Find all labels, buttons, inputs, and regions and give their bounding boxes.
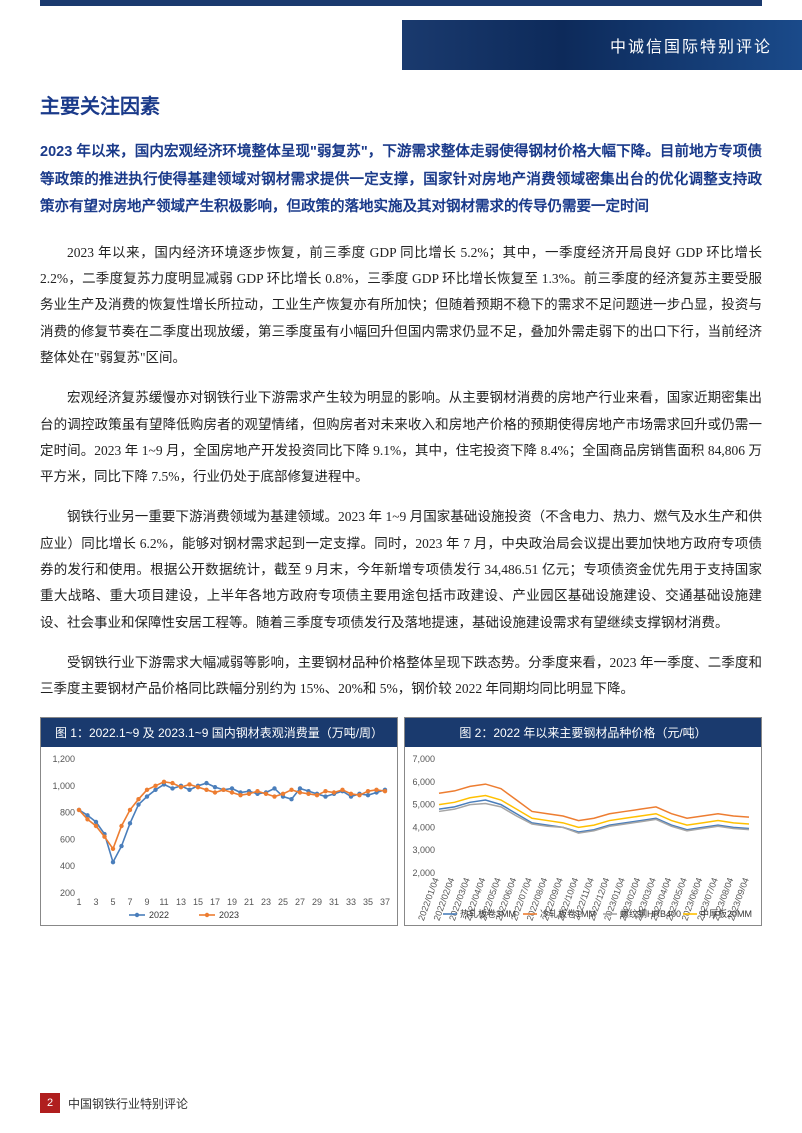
svg-text:600: 600 [60,834,75,844]
header-banner: 中诚信国际特别评论 [402,20,802,70]
svg-text:4,000: 4,000 [412,822,435,832]
svg-text:1,200: 1,200 [52,754,75,764]
page-number: 2 [40,1093,60,1113]
svg-text:27: 27 [295,897,305,907]
chart-2-title: 图 2：2022 年以来主要钢材品种价格（元/吨） [405,718,761,747]
svg-text:37: 37 [380,897,390,907]
svg-text:21: 21 [244,897,254,907]
svg-text:3,000: 3,000 [412,845,435,855]
page-footer: 2 中国钢铁行业特别评论 [40,1093,762,1113]
section-heading: 主要关注因素 [40,90,762,119]
charts-row: 图 1：2022.1~9 及 2023.1~9 国内钢材表观消费量（万吨/周） … [40,717,762,926]
svg-text:400: 400 [60,861,75,871]
paragraph-3: 钢铁行业另一重要下游消费领域为基建领域。2023 年 1~9 月国家基础设施投资… [40,504,762,636]
svg-text:19: 19 [227,897,237,907]
top-accent-bar [40,0,762,6]
svg-text:7: 7 [127,897,132,907]
chart-2-area: 2,0003,0004,0005,0006,0007,0002022/01/04… [405,747,761,925]
svg-text:9: 9 [144,897,149,907]
header-banner-text: 中诚信国际特别评论 [610,33,772,57]
svg-text:13: 13 [176,897,186,907]
svg-text:35: 35 [363,897,373,907]
svg-text:冷轧板卷1MM: 冷轧板卷1MM [540,908,596,919]
svg-text:2023: 2023 [219,910,239,920]
chart-2-svg: 2,0003,0004,0005,0006,0007,0002022/01/04… [409,751,755,921]
svg-text:7,000: 7,000 [412,754,435,764]
svg-text:17: 17 [210,897,220,907]
svg-text:2022: 2022 [149,910,169,920]
chart-1-svg: 2004006008001,0001,200135791113151719212… [45,751,391,921]
svg-text:5: 5 [110,897,115,907]
page-container: 中诚信国际特别评论 主要关注因素 2023 年以来，国内宏观经济环境整体呈现"弱… [0,0,802,1133]
svg-text:800: 800 [60,807,75,817]
footer-text: 中国钢铁行业特别评论 [68,1095,188,1112]
svg-text:31: 31 [329,897,339,907]
svg-text:螺纹钢HRB400: 螺纹钢HRB400 [620,908,681,919]
svg-text:3: 3 [93,897,98,907]
svg-text:25: 25 [278,897,288,907]
paragraph-4: 受钢铁行业下游需求大幅减弱等影响，主要钢材品种价格整体呈现下跌态势。分季度来看，… [40,650,762,703]
svg-text:29: 29 [312,897,322,907]
chart-2-box: 图 2：2022 年以来主要钢材品种价格（元/吨） 2,0003,0004,00… [404,717,762,926]
paragraph-1: 2023 年以来，国内经济环境逐步恢复，前三季度 GDP 同比增长 5.2%；其… [40,240,762,372]
content-area: 主要关注因素 2023 年以来，国内宏观经济环境整体呈现"弱复苏"，下游需求整体… [40,0,762,926]
svg-text:5,000: 5,000 [412,799,435,809]
svg-text:33: 33 [346,897,356,907]
svg-text:1,000: 1,000 [52,780,75,790]
chart-1-title: 图 1：2022.1~9 及 2023.1~9 国内钢材表观消费量（万吨/周） [41,718,397,747]
svg-text:200: 200 [60,888,75,898]
svg-text:热轧板卷3MM: 热轧板卷3MM [460,908,516,919]
chart-1-box: 图 1：2022.1~9 及 2023.1~9 国内钢材表观消费量（万吨/周） … [40,717,398,926]
svg-text:1: 1 [76,897,81,907]
svg-text:6,000: 6,000 [412,776,435,786]
svg-text:中厚板20MM: 中厚板20MM [700,908,752,919]
paragraph-2: 宏观经济复苏缓慢亦对钢铁行业下游需求产生较为明显的影响。从主要钢材消费的房地产行… [40,385,762,490]
svg-text:23: 23 [261,897,271,907]
svg-text:11: 11 [159,897,168,907]
svg-text:15: 15 [193,897,203,907]
chart-1-area: 2004006008001,0001,200135791113151719212… [41,747,397,925]
summary-paragraph: 2023 年以来，国内宏观经济环境整体呈现"弱复苏"，下游需求整体走弱使得钢材价… [40,139,762,222]
